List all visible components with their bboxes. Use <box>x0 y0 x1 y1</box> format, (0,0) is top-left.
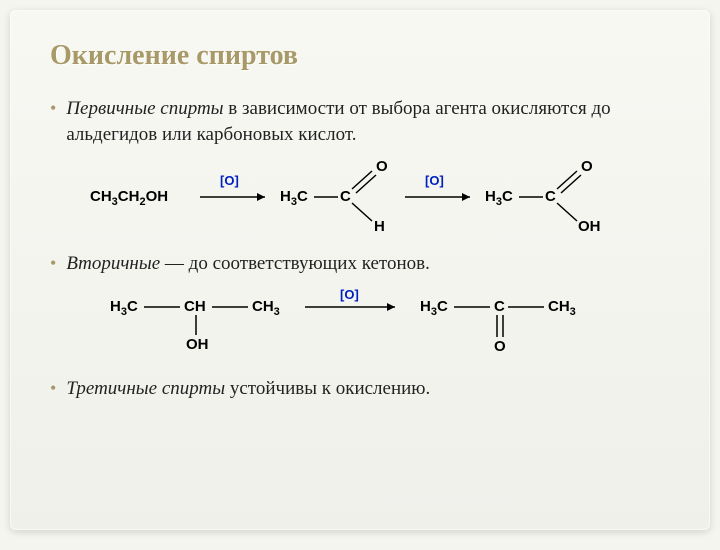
b1-italic: Первичные спирты <box>66 98 223 119</box>
reagent1-text: CH3CH2OH <box>90 188 168 208</box>
bullet-text-1: Первичные спирты в зависимости от выбора… <box>66 96 670 147</box>
acid-c: C <box>545 188 556 205</box>
ald-h: H <box>374 218 385 235</box>
bullet-row-1: • Первичные спирты в зависимости от выбо… <box>50 96 670 147</box>
acid-db2 <box>561 175 581 193</box>
scheme2-svg: H3C CH CH3 OH [O] H3C C CH3 O <box>80 285 640 360</box>
bullet-dot: • <box>50 96 56 121</box>
ald-c: C <box>340 188 351 205</box>
scheme-primary: CH3CH2OH [O] H3C C O H [O] H3C C <box>80 155 670 235</box>
ald-o: O <box>376 158 388 175</box>
ket-h3c-l: H3C <box>420 298 448 318</box>
acid-h3c: H3C <box>485 188 513 208</box>
ald-h3c: H3C <box>280 188 308 208</box>
b3-italic: Третичные спирты <box>66 378 225 399</box>
bullet-text-3: Третичные спирты устойчивы к окислению. <box>66 376 430 402</box>
bullet-text-2: Вторичные — до соответствующих кетонов. <box>66 251 430 277</box>
arrow2-head <box>462 193 470 201</box>
slide-container: Окисление спиртов • Первичные спирты в з… <box>10 10 710 530</box>
ald-db2 <box>356 175 376 193</box>
oxid-label-2: [O] <box>425 173 444 188</box>
bullet-dot: • <box>50 251 56 276</box>
acid-oh: OH <box>578 218 601 235</box>
oxid-label-3: [O] <box>340 287 359 302</box>
scheme-secondary: H3C CH CH3 OH [O] H3C C CH3 O <box>80 285 670 360</box>
acid-o: O <box>581 158 593 175</box>
b2-rest: — до соответствующих кетонов. <box>160 253 430 274</box>
ald-db1 <box>352 171 372 189</box>
b3-rest: устойчивы к окислению. <box>225 378 430 399</box>
acid-ohbond <box>557 203 577 221</box>
bullet-row-3: • Третичные спирты устойчивы к окислению… <box>50 376 670 402</box>
sec-oh: OH <box>186 336 209 353</box>
ket-ch3-r: CH3 <box>548 298 576 318</box>
sec-h3c-l: H3C <box>110 298 138 318</box>
arrow1-head <box>257 193 265 201</box>
ket-o: O <box>494 338 506 355</box>
arrow3-head <box>387 303 395 311</box>
slide-title: Окисление спиртов <box>50 40 670 72</box>
scheme1-svg: CH3CH2OH [O] H3C C O H [O] H3C C <box>80 155 640 235</box>
acid-db1 <box>557 171 577 189</box>
oxid-label-1: [O] <box>220 173 239 188</box>
sec-ch: CH <box>184 298 206 315</box>
ket-c: C <box>494 298 505 315</box>
b2-italic: Вторичные <box>66 253 160 274</box>
ald-hbond <box>352 203 372 221</box>
sec-ch3-r: CH3 <box>252 298 280 318</box>
bullet-dot: • <box>50 376 56 401</box>
bullet-row-2: • Вторичные — до соответствующих кетонов… <box>50 251 670 277</box>
